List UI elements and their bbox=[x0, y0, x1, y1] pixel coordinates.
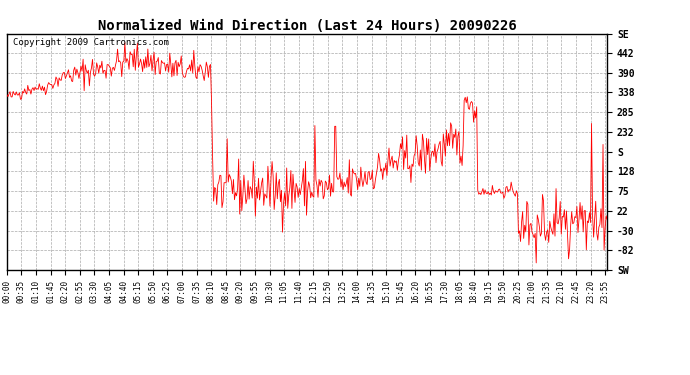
Text: Copyright 2009 Cartronics.com: Copyright 2009 Cartronics.com bbox=[13, 39, 169, 48]
Title: Normalized Wind Direction (Last 24 Hours) 20090226: Normalized Wind Direction (Last 24 Hours… bbox=[98, 19, 516, 33]
